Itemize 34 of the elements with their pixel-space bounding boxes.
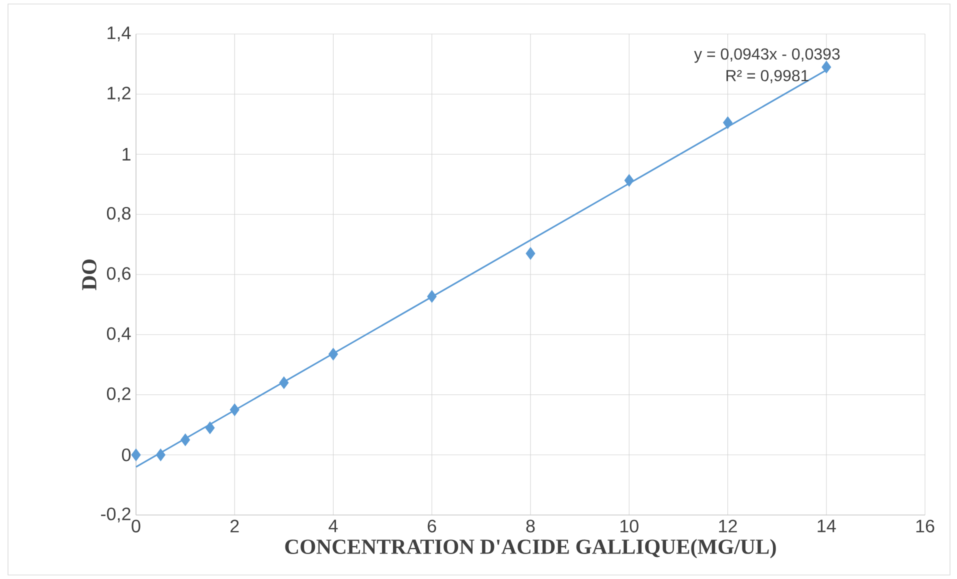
y-axis-title: DO (82, 260, 96, 290)
y-tick-label: 0,8 (106, 206, 131, 222)
y-tick-label: 1 (122, 148, 130, 160)
point (156, 448, 166, 462)
point (526, 247, 536, 260)
point (822, 60, 832, 74)
y-tick-label: -0,2 (101, 508, 130, 522)
annotation: y = 0,0943x - 0,0393 (694, 48, 840, 63)
point (131, 448, 141, 462)
point (328, 348, 338, 360)
point (230, 404, 240, 416)
point (624, 174, 634, 187)
annotation: R² = 0,9981 (726, 70, 808, 84)
point (722, 116, 733, 129)
y-tick-label: 1,2 (108, 86, 130, 102)
y-tick-label: 0,2 (106, 387, 130, 402)
x-axis-title: CONCENTRATION D'ACIDE GALLIQUE(MG/UL) (285, 538, 776, 558)
point (180, 434, 190, 446)
y-tick-label: 0,6 (106, 267, 131, 282)
x-tick-label: 14 (818, 520, 836, 532)
x-tick-label: 16 (916, 520, 934, 532)
x-tick-label: 0 (132, 520, 140, 532)
x-tick-label: 4 (328, 520, 338, 532)
y-tick-label: 0,4 (106, 327, 131, 342)
x-tick-label: 8 (526, 520, 535, 532)
point (427, 290, 437, 303)
x-tick-label: 6 (428, 520, 436, 532)
point (205, 422, 215, 434)
x-tick-label: 10 (620, 520, 638, 532)
point (279, 376, 289, 389)
x-tick-label: 12 (719, 520, 737, 532)
y-tick-label: 1,4 (108, 26, 131, 42)
y-tick-label: 0 (122, 448, 131, 462)
x-tick-label: 2 (230, 520, 239, 532)
